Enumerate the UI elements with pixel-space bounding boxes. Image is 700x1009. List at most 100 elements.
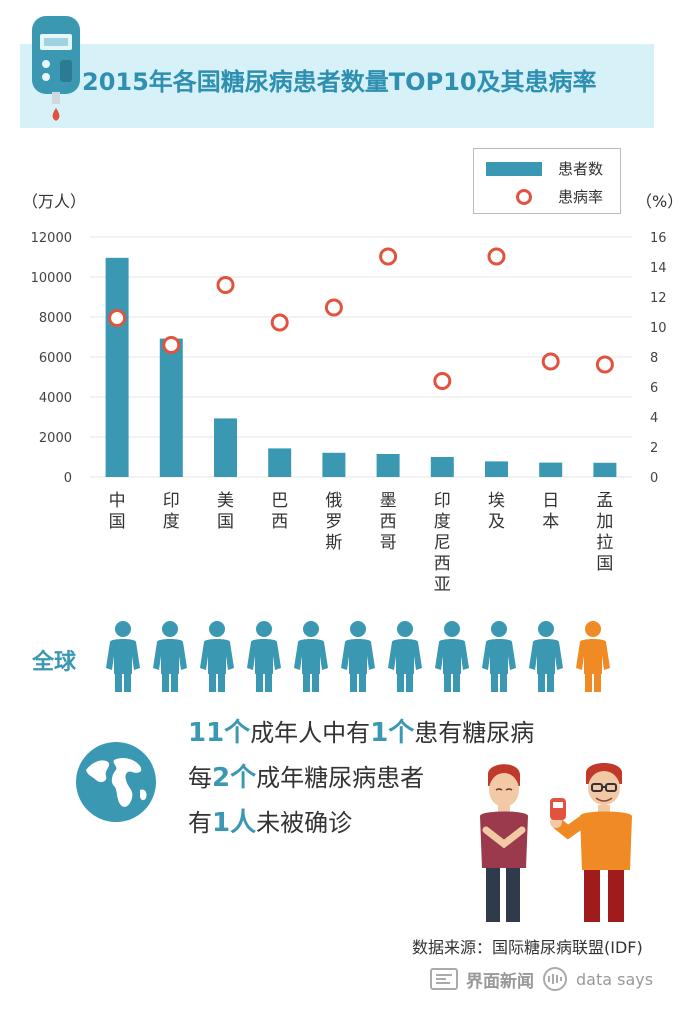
- left-tick-label: 12000: [31, 231, 72, 246]
- right-axis-unit: （%）: [636, 192, 684, 211]
- category-label: 拉: [596, 533, 613, 553]
- fact-line-2: 每2个成年糖尿病患者: [188, 757, 424, 794]
- bar-5: [322, 452, 346, 477]
- legend-dot-swatch: [516, 189, 532, 205]
- legend-dot-label: 患病率: [558, 188, 604, 206]
- category-label: 墨: [380, 491, 397, 511]
- category-label: 国: [109, 512, 126, 532]
- legend-bar-label: 患者数: [558, 160, 604, 178]
- two-people-illustration: [480, 763, 632, 922]
- person-icon: [247, 621, 281, 692]
- right-tick-label: 10: [650, 321, 667, 336]
- rate-point-1: [108, 309, 127, 327]
- fact-2-part-1: 每: [188, 764, 212, 792]
- category-label: 尼: [434, 533, 451, 553]
- category-label: 度: [163, 512, 180, 532]
- bar-7: [430, 457, 454, 477]
- category-label: 加: [596, 512, 613, 532]
- category-label: 亚: [434, 575, 451, 595]
- right-tick-label: 14: [650, 261, 667, 276]
- category-label: 斯: [325, 533, 342, 553]
- person-icon: [576, 621, 610, 692]
- bar-3: [214, 418, 237, 477]
- legend-bar-swatch: [486, 162, 542, 176]
- left-tick-label: 8000: [39, 311, 72, 326]
- category-label: 罗: [325, 512, 342, 532]
- fact-1-part-1: 11个: [188, 718, 251, 748]
- left-tick-label: 4000: [39, 391, 72, 406]
- left-axis-unit: （万人）: [22, 192, 87, 211]
- category-label: 西: [434, 554, 451, 574]
- people-row: [106, 621, 610, 692]
- left-tick-label: 10000: [31, 271, 72, 286]
- category-label: 西: [271, 512, 288, 532]
- category-label: 及: [488, 512, 505, 532]
- fact-1-part-4: 患有糖尿病: [414, 719, 535, 747]
- category-label: 孟: [596, 491, 613, 511]
- person-icon: [294, 621, 328, 692]
- fact-3-part-2: 1人: [212, 808, 257, 838]
- bar-10: [593, 462, 617, 477]
- person-icon: [482, 621, 516, 692]
- fact-3-part-1: 有: [188, 809, 212, 837]
- person-icon: [153, 621, 187, 692]
- globe-icon: [76, 742, 156, 822]
- category-label: 日: [542, 491, 559, 511]
- rate-point-8: [487, 247, 506, 266]
- right-tick-label: 12: [650, 291, 667, 306]
- bar-6: [376, 454, 400, 477]
- bar-8: [485, 461, 508, 477]
- rate-point-5: [324, 298, 343, 317]
- left-tick-label: 6000: [39, 351, 72, 366]
- left-tick-label: 2000: [39, 431, 72, 446]
- chart-legend: 患者数 患病率: [473, 148, 621, 214]
- brand-footer: 界面新闻 data says: [430, 964, 680, 994]
- category-label: 印: [163, 491, 180, 511]
- rate-point-7: [433, 372, 452, 390]
- rate-point-2: [162, 336, 181, 354]
- data-source: 数据来源：国际糖尿病联盟(IDF): [412, 938, 643, 957]
- global-label: 全球: [32, 650, 77, 675]
- bar-9: [539, 462, 563, 477]
- category-label: 西: [380, 512, 397, 532]
- right-tick-label: 4: [650, 411, 658, 426]
- right-tick-label: 16: [650, 231, 667, 246]
- brand-sub: data says: [576, 969, 654, 989]
- brand-name: 界面新闻: [466, 971, 534, 992]
- bar-2: [159, 338, 183, 477]
- glucose-meter-icon: [32, 16, 80, 121]
- fact-2-part-3: 成年糖尿病患者: [256, 764, 425, 792]
- fact-1-part-2: 成年人中有: [250, 719, 371, 747]
- fact-line-1: 11个成年人中有1个患有糖尿病: [188, 712, 534, 749]
- category-label: 俄: [325, 491, 342, 511]
- right-tick-label: 8: [650, 351, 658, 366]
- bar-1: [105, 257, 129, 477]
- category-label: 美: [217, 491, 234, 511]
- patient-figure: [480, 764, 528, 922]
- diabetes-chart: 0 2000 4000 6000 8000 10000 12000 0 2 4 6 8 10 12 14 16…: [31, 231, 667, 595]
- category-label: 国: [596, 554, 613, 574]
- fact-1-part-3: 1个: [370, 718, 415, 748]
- title-banner: [20, 44, 654, 128]
- rate-point-9: [541, 352, 560, 371]
- rate-point-10: [595, 355, 614, 374]
- person-icon: [529, 621, 563, 692]
- category-label: 哥: [380, 533, 397, 553]
- person-icon: [435, 621, 469, 692]
- rate-point-3: [216, 276, 235, 294]
- person-icon: [200, 621, 234, 692]
- fact-line-3: 有1人未被确诊: [188, 802, 352, 839]
- category-label: 度: [434, 512, 451, 532]
- category-label: 印: [434, 491, 451, 511]
- right-tick-label: 0: [650, 471, 658, 486]
- right-tick-label: 6: [650, 381, 658, 396]
- page-title: 2015年各国糖尿病患者数量TOP10及其患病率: [82, 68, 597, 96]
- doctor-figure: [550, 763, 632, 922]
- jiemian-logo-icon: [430, 968, 458, 990]
- person-icon: [341, 621, 375, 692]
- category-label: 国: [217, 512, 234, 532]
- right-tick-label: 2: [650, 441, 658, 456]
- bar-4: [268, 448, 292, 477]
- rate-point-4: [270, 313, 289, 332]
- person-icon: [388, 621, 422, 692]
